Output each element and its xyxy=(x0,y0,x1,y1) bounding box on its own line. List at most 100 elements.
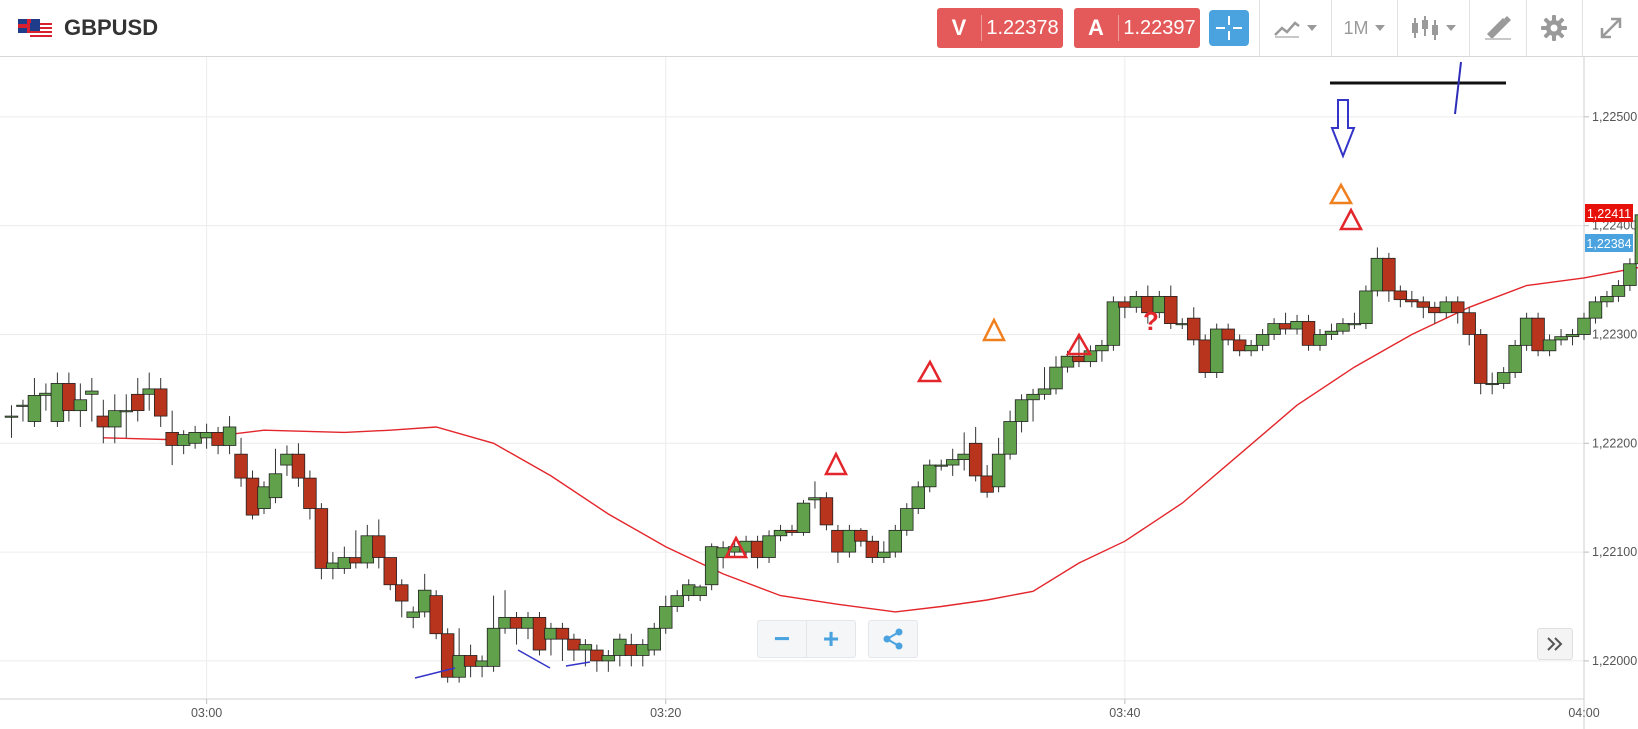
settings-button[interactable] xyxy=(1527,0,1581,56)
double-chevron-right-icon xyxy=(1547,637,1563,651)
candle-body xyxy=(1462,312,1476,335)
candle-body xyxy=(785,529,799,533)
candle-body xyxy=(1588,301,1603,319)
candle-body xyxy=(1485,383,1499,386)
candle-body xyxy=(314,508,329,569)
candle-body xyxy=(1451,301,1465,314)
symbol-selector[interactable]: GBPUSD xyxy=(18,14,158,42)
candle-body xyxy=(383,557,397,586)
current-price-badges: 1,22411 1,22384 xyxy=(1585,204,1633,252)
candle xyxy=(131,378,145,422)
candle xyxy=(1324,323,1339,340)
candle-body xyxy=(1416,301,1431,308)
candles xyxy=(4,214,1638,683)
sell-button[interactable]: V 1.22378 xyxy=(937,8,1063,48)
zoom-in-button[interactable]: + xyxy=(822,623,840,654)
candle xyxy=(486,595,501,672)
fullscreen-button[interactable] xyxy=(1583,0,1638,56)
candle-body xyxy=(27,395,42,422)
candle-body xyxy=(980,475,994,493)
candle-body xyxy=(234,453,248,479)
candle-body xyxy=(498,616,512,629)
candle-body xyxy=(222,426,237,446)
candle-body xyxy=(1519,317,1534,346)
x-tick-label: 03:00 xyxy=(191,706,222,720)
candle-body xyxy=(1060,355,1075,368)
candle xyxy=(1003,410,1017,460)
candle-body xyxy=(211,432,225,446)
candle-body xyxy=(1072,355,1086,363)
candle-body xyxy=(1014,399,1029,422)
candle-body xyxy=(475,660,489,667)
candle-body xyxy=(85,390,99,395)
candle-body xyxy=(1003,421,1017,455)
candle-body xyxy=(1037,388,1052,395)
price-chart[interactable]: 1,22000 1,22100 1,22200 1,22300 1,22400 1,225… xyxy=(0,57,1638,729)
candle xyxy=(1623,258,1637,291)
candle-type-button[interactable] xyxy=(1398,0,1468,56)
candle-body xyxy=(452,655,466,678)
candle-body xyxy=(923,464,937,488)
candle xyxy=(578,639,593,667)
candle xyxy=(1634,214,1638,265)
share-button[interactable] xyxy=(868,620,918,658)
candle xyxy=(234,437,248,487)
candle-body xyxy=(1164,295,1178,324)
candle xyxy=(1313,329,1327,351)
candle xyxy=(440,628,455,683)
line-chart-icon xyxy=(1274,21,1300,38)
candle-body xyxy=(957,453,971,461)
candle-body xyxy=(108,410,122,428)
chart-type-button[interactable] xyxy=(1260,0,1330,56)
scroll-to-latest-button[interactable] xyxy=(1537,628,1573,660)
zoom-controls: − + xyxy=(757,620,856,658)
chart-grid xyxy=(0,57,1589,704)
candle xyxy=(555,622,570,661)
top-toolbar: GBPUSD V 1.22378 A 1.22397 1M xyxy=(0,0,1638,57)
candle-body xyxy=(1336,323,1350,332)
candle xyxy=(222,416,237,455)
candle xyxy=(1301,314,1316,351)
candle-body xyxy=(509,616,524,629)
candle-body xyxy=(1611,285,1626,297)
candle-body xyxy=(1187,317,1201,341)
candle-body xyxy=(1565,334,1580,338)
candle-body xyxy=(1623,263,1637,286)
candle xyxy=(532,611,547,656)
candle-body xyxy=(1267,323,1281,335)
candle xyxy=(1462,307,1476,346)
candle xyxy=(693,584,707,602)
candle xyxy=(659,595,673,634)
candle-body xyxy=(934,464,948,467)
candle xyxy=(1554,329,1568,346)
candle-body xyxy=(395,584,409,602)
candle xyxy=(1244,339,1258,357)
candle-body xyxy=(762,535,776,558)
candle xyxy=(762,530,776,563)
candle xyxy=(911,481,925,515)
crosshair-button[interactable] xyxy=(1209,10,1249,46)
candle-body xyxy=(50,383,65,422)
candle-body xyxy=(670,595,684,607)
flag-gbp-usd-icon xyxy=(18,19,52,37)
candle-body xyxy=(1359,290,1373,324)
share-icon xyxy=(883,628,903,650)
candle-body xyxy=(245,477,260,516)
zoom-out-button[interactable]: − xyxy=(758,621,807,657)
candle xyxy=(854,528,868,547)
candle xyxy=(4,405,19,438)
candle xyxy=(1037,367,1052,400)
annotations: ? xyxy=(414,61,1506,679)
candle-body xyxy=(372,535,386,558)
buy-letter: A xyxy=(1074,15,1119,41)
candle-body xyxy=(773,529,788,537)
candle-body xyxy=(1209,328,1224,373)
drawing-tools-button[interactable] xyxy=(1470,0,1525,56)
candle-body xyxy=(877,551,891,558)
timeframe-button[interactable]: 1M xyxy=(1332,0,1396,56)
buy-button[interactable]: A 1.22397 xyxy=(1074,8,1200,48)
candle-body xyxy=(119,410,133,413)
candle xyxy=(1382,252,1396,302)
candle xyxy=(1496,367,1511,389)
y-tick-label: 1,22200 xyxy=(1592,436,1637,450)
